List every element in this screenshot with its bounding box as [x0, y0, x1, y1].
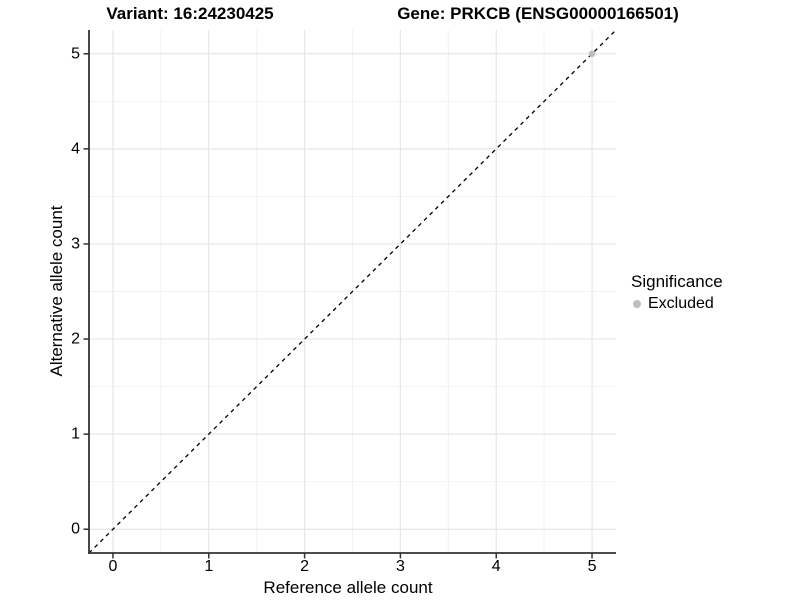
y-tick-label: 5	[71, 45, 80, 63]
gene-title: Gene: PRKCB (ENSG00000166501)	[397, 4, 679, 23]
data-point	[588, 50, 596, 58]
x-tick-label: 2	[300, 558, 310, 575]
legend-item-label: Excluded	[648, 295, 714, 312]
x-tick-label: 3	[395, 558, 405, 575]
y-tick-label: 2	[71, 330, 80, 348]
x-tick-label: 1	[204, 558, 214, 575]
y-tick-label: 1	[71, 425, 80, 443]
x-axis-title: Reference allele count	[263, 578, 433, 597]
identity-line	[88, 29, 617, 554]
legend-point-icon	[633, 300, 641, 308]
legend-item: Excluded	[631, 295, 723, 313]
x-tick-label: 5	[587, 558, 597, 575]
x-tick-label: 4	[491, 558, 501, 575]
y-axis-title: Alternative allele count	[47, 205, 66, 377]
y-tick-label: 0	[71, 520, 80, 538]
x-tick-label: 0	[108, 558, 118, 575]
legend-title: Significance	[631, 272, 723, 291]
y-tick-label: 4	[71, 140, 80, 158]
y-tick-label: 3	[71, 235, 80, 253]
legend: Significance Excluded	[631, 272, 723, 313]
variant-title: Variant: 16:24230425	[106, 4, 274, 23]
